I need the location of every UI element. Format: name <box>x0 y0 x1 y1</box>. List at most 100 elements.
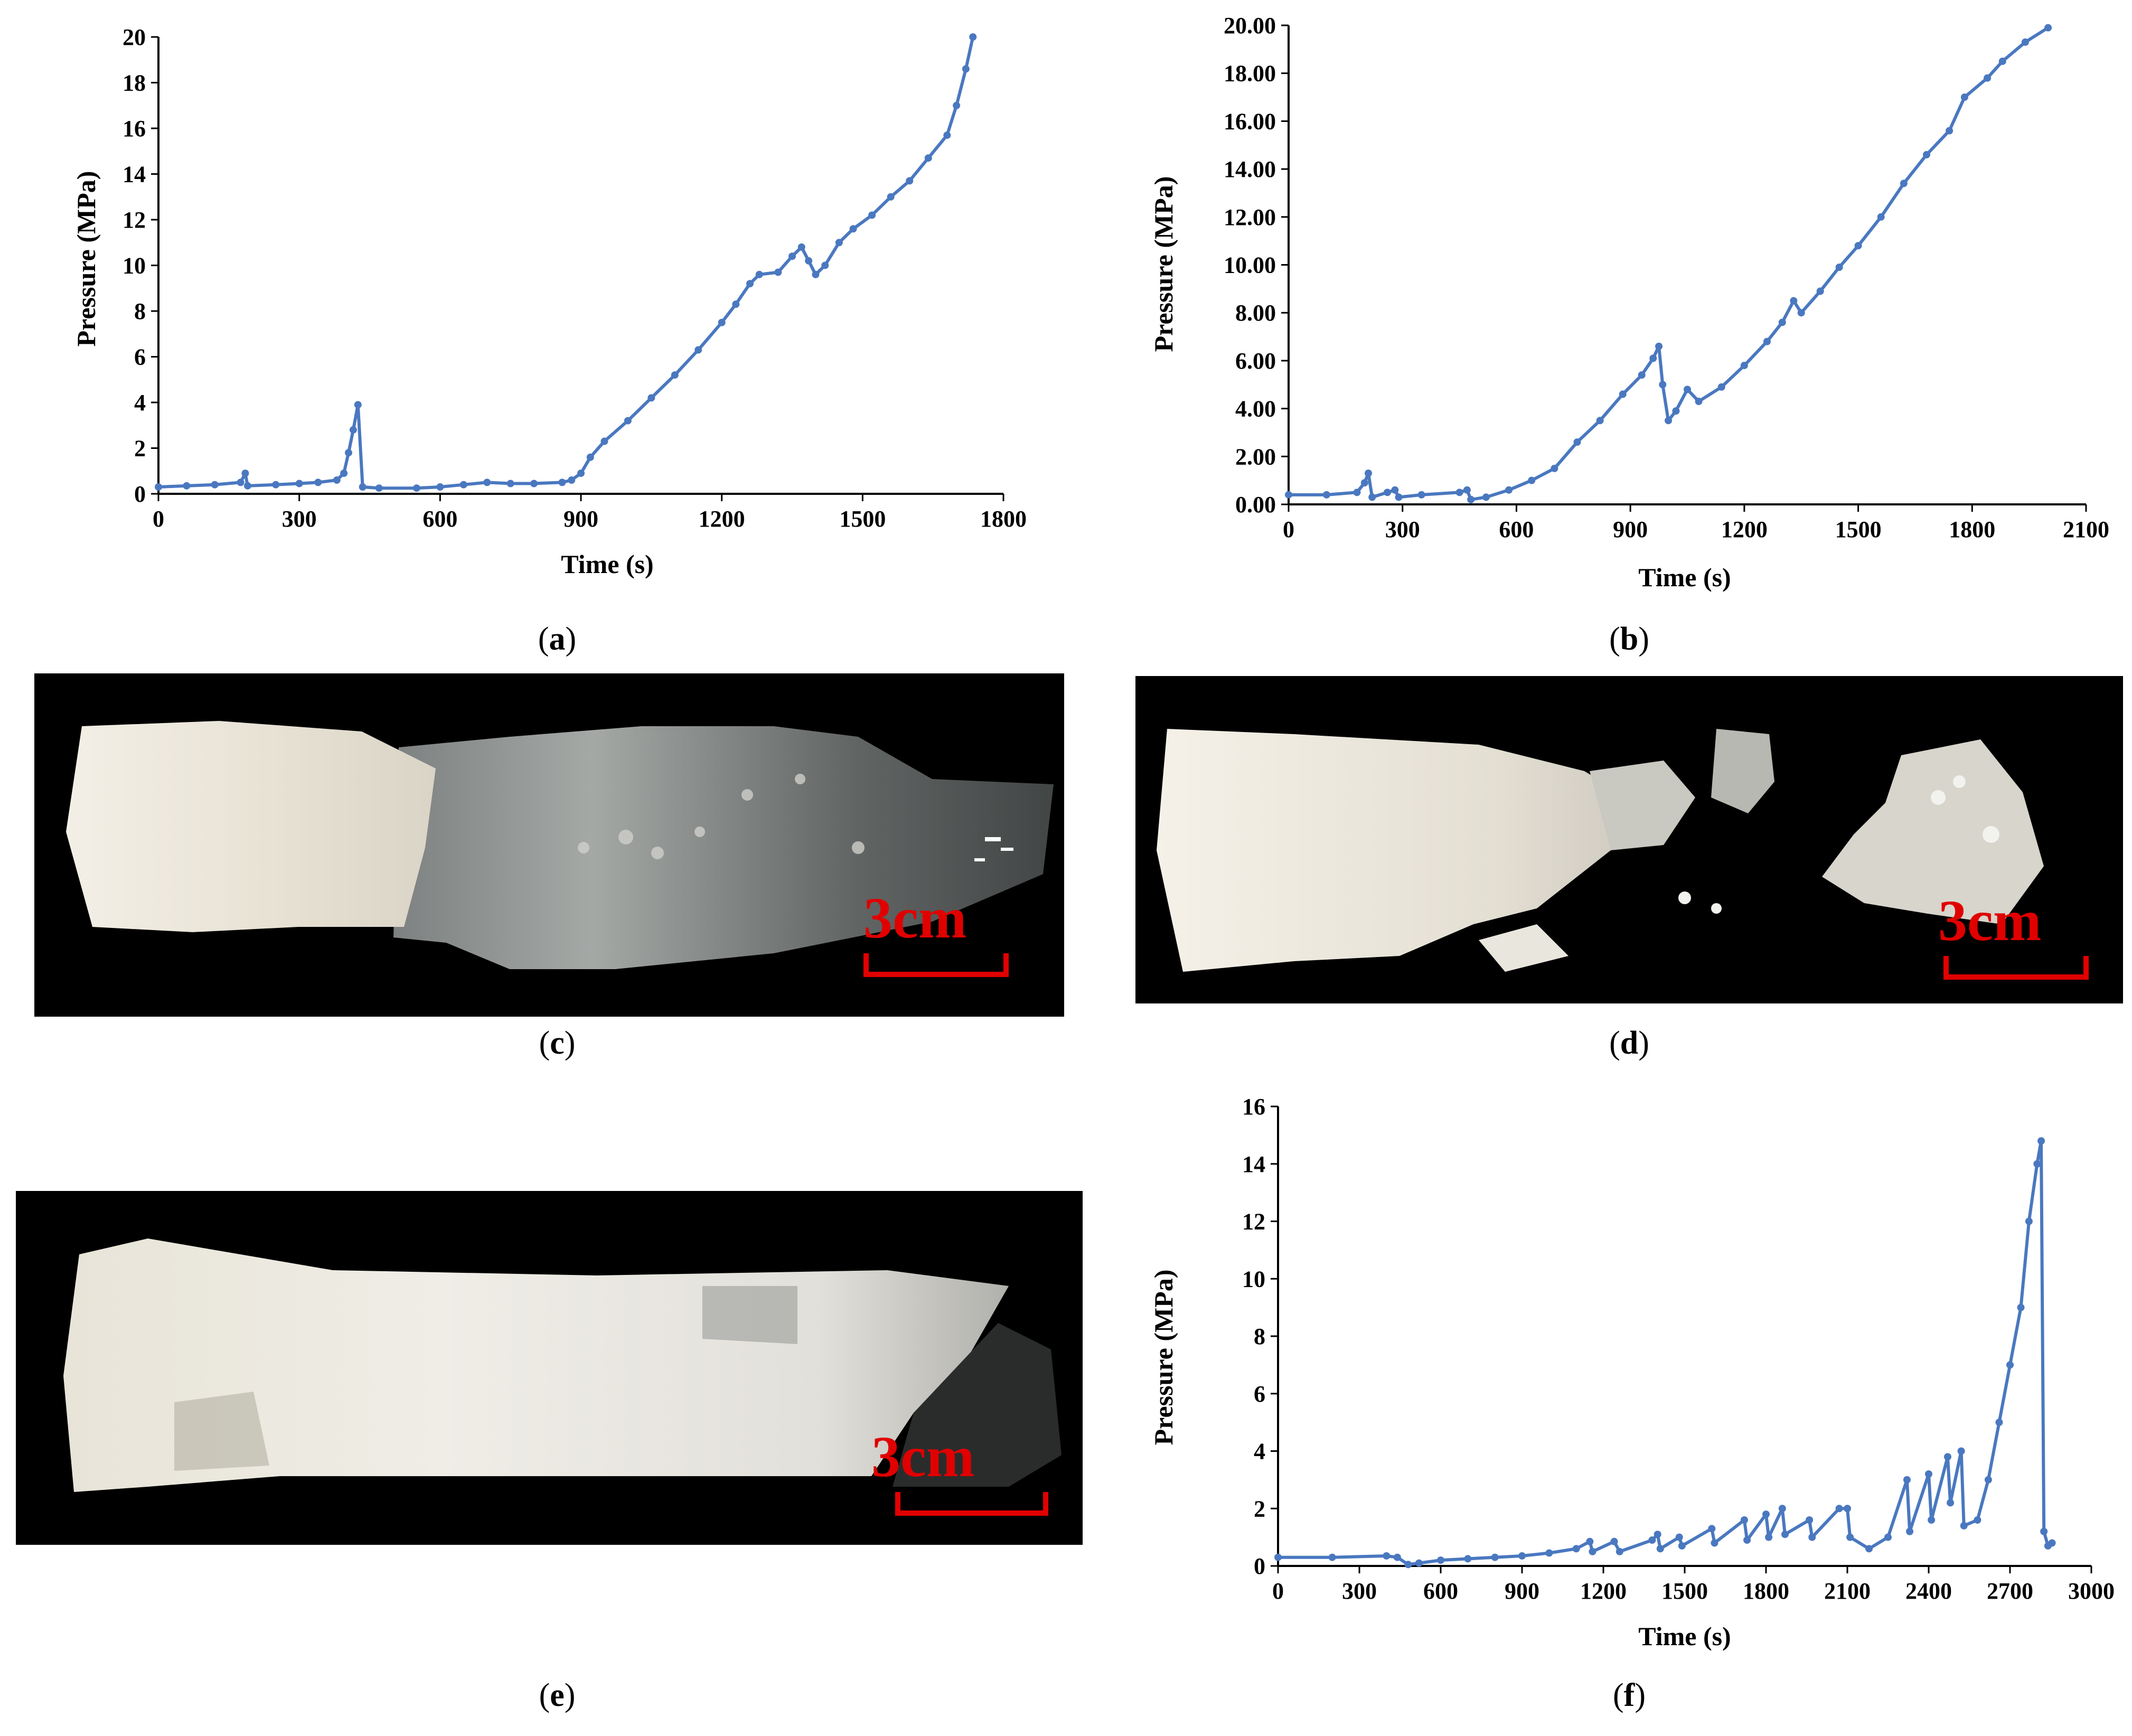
caption-a-letter: a <box>549 621 566 657</box>
chart-b-data-point <box>1665 417 1673 425</box>
chart-b-x-tick-label: 1200 <box>1721 517 1768 542</box>
chart-f-data-point <box>1743 1536 1751 1544</box>
chart-f-data-point <box>1928 1516 1936 1524</box>
chart-f-data-point <box>2025 1217 2033 1225</box>
chart-f-data-point <box>1740 1516 1748 1524</box>
chart-a-data-point <box>624 417 632 425</box>
chart-a-data-point <box>694 346 702 354</box>
chart-f-data-point <box>1884 1533 1892 1541</box>
chart-f-data-point <box>1654 1531 1661 1538</box>
chart-a-y-tick-label: 18 <box>123 70 146 96</box>
chart-f-data-point <box>1415 1559 1423 1567</box>
chart-a-data-point <box>577 470 585 477</box>
chart-f-data-point <box>1518 1552 1526 1560</box>
caption-b: (b) <box>1609 621 1649 657</box>
chart-f-y-tick-label: 12 <box>1242 1209 1265 1235</box>
chart-b-data-point <box>1790 297 1798 305</box>
chart-b-data-point <box>1322 491 1330 499</box>
chart-b-data-point <box>1649 354 1657 362</box>
chart-f-data-point <box>1491 1553 1499 1561</box>
chart-f-xlabel: Time (s) <box>1638 1621 1731 1651</box>
sample-photo-c: 3cm <box>34 673 1064 1017</box>
chart-f-data-point <box>1984 1476 1992 1484</box>
caption-f: (f) <box>1613 1677 1646 1713</box>
chart-a-y-tick-label: 16 <box>123 116 146 142</box>
chart-a-data-point <box>805 257 813 265</box>
sample-photo-c-image: 3cm <box>66 721 1054 977</box>
chart-a-data-point <box>797 243 805 251</box>
chart-a-data-point <box>835 239 843 247</box>
chart-f-x-tick-label: 0 <box>1272 1578 1284 1604</box>
chart-b-data-point <box>1353 489 1361 496</box>
chart-a-y-tick-label: 0 <box>134 481 146 507</box>
chart-f-x-tick-label: 2700 <box>1987 1578 2033 1604</box>
chart-f-data-point <box>2048 1539 2056 1547</box>
chart-a-data-point <box>436 483 444 491</box>
chart-f-series-line <box>1278 1139 2053 1566</box>
chart-f-data-point <box>2017 1303 2025 1311</box>
chart-a-x-tick-label: 1200 <box>699 506 745 532</box>
sample-photo-d: 3cm <box>1135 676 2123 1003</box>
chart-f-data-point <box>1808 1533 1816 1541</box>
chart-a-data-point <box>459 481 467 489</box>
chart-a-data-point <box>359 483 367 491</box>
caption-c-letter: c <box>550 1025 565 1061</box>
chart-b: Pressure (MPa) Time (s) 0 300 600 900 1200 15… <box>1149 13 2109 592</box>
chart-a-data-point <box>788 252 796 260</box>
chart-a-data-point <box>962 65 970 73</box>
chart-a-x-tick-label: 300 <box>282 506 317 532</box>
caption-d: (d) <box>1609 1025 1649 1061</box>
chart-a-data-point <box>295 480 303 487</box>
scale-label-d: 3cm <box>1938 888 2041 953</box>
chart-f-data-point <box>1616 1547 1623 1555</box>
caption-f-letter: f <box>1623 1677 1635 1713</box>
chart-f-data-point <box>1675 1533 1683 1541</box>
chart-a-data-point <box>530 480 538 487</box>
chart-b-y-tick-label: 16.00 <box>1224 108 1276 134</box>
chart-a-data-point <box>211 481 219 489</box>
chart-f-data-point <box>2040 1527 2048 1535</box>
chart-f-x-tick-label: 3000 <box>2068 1578 2115 1604</box>
chart-a-data-point <box>821 261 829 269</box>
chart-b-y-tick-label: 20.00 <box>1224 13 1276 39</box>
chart-f-y-tick-label: 2 <box>1254 1496 1265 1522</box>
chart-a-x-tick-label: 600 <box>422 506 457 532</box>
chart-f-data-point <box>2006 1361 2014 1369</box>
chart-a-data-point <box>647 394 655 402</box>
chart-a-x-tick-label: 1500 <box>839 506 886 532</box>
chart-b-data-point <box>1984 74 1992 82</box>
chart-a-data-point <box>774 268 782 276</box>
chart-b-x-tick-label: 2100 <box>2063 517 2109 542</box>
chart-a-data-point <box>506 480 514 487</box>
caption-d-letter: d <box>1620 1025 1639 1061</box>
chart-b-data-point <box>1455 489 1463 496</box>
chart-b-data-point <box>1391 486 1399 494</box>
chart-f-data-point <box>2037 1137 2045 1145</box>
chart-f-data-point <box>1903 1476 1911 1484</box>
chart-b-x-tick-label: 0 <box>1283 517 1294 542</box>
chart-b-y-tick-label: 10.00 <box>1224 252 1276 278</box>
chart-f-data-point <box>1943 1453 1951 1461</box>
chart-a-xlabel: Time (s) <box>561 549 653 579</box>
chart-a-data-point <box>746 280 754 288</box>
chart-a-data-point <box>314 478 322 486</box>
chart-b-y-tick-label: 18.00 <box>1224 61 1276 87</box>
chart-a-data-point <box>345 449 352 457</box>
chart-f-data-point <box>1708 1525 1716 1533</box>
chart-b-data-point <box>2021 38 2029 46</box>
chart-f-data-point <box>1711 1539 1718 1547</box>
chart-b-data-point <box>1505 486 1513 494</box>
chart-f-data-point <box>1960 1522 1968 1529</box>
chart-b-data-point <box>1998 58 2006 65</box>
chart-f-data-point <box>1437 1556 1444 1564</box>
chart-f-y-tick-label: 8 <box>1254 1324 1265 1349</box>
chart-f-ylabel: Pressure (MPa) <box>1149 1270 1178 1446</box>
chart-a-y-tick-label: 4 <box>134 390 146 416</box>
chart-b-data-point <box>1395 493 1403 501</box>
chart-f-data-point <box>1778 1505 1786 1513</box>
chart-a-y-tick-label: 6 <box>134 344 146 370</box>
chart-b-data-point <box>1368 493 1376 501</box>
chart-f-data-point <box>1383 1552 1391 1560</box>
chart-b-data-point <box>1717 383 1725 391</box>
chart-f-y-tick-label: 10 <box>1242 1266 1265 1292</box>
